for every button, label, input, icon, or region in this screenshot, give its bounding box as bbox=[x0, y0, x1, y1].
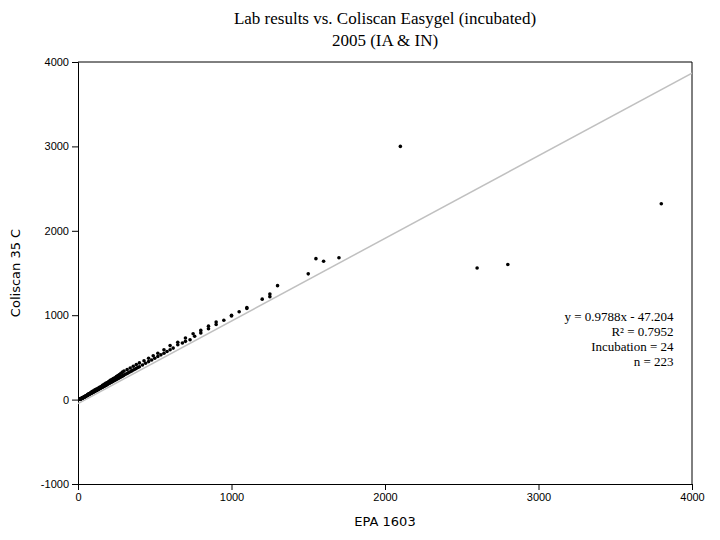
point bbox=[138, 361, 142, 365]
point bbox=[337, 256, 341, 260]
point bbox=[276, 284, 280, 288]
annotation-line: y = 0.9788x - 47.204 bbox=[564, 309, 674, 324]
annotation: y = 0.9788x - 47.204R² = 0.7952Incubatio… bbox=[564, 309, 674, 369]
point bbox=[237, 310, 241, 314]
tick-mark bbox=[72, 400, 78, 401]
tick-mark bbox=[72, 231, 78, 232]
point bbox=[188, 338, 192, 342]
y-axis: -1000 0 1000 2000 3000 4000 bbox=[41, 56, 79, 490]
tick-label: 4000 bbox=[680, 491, 704, 503]
point bbox=[475, 266, 479, 270]
tick: 1000 bbox=[220, 484, 244, 503]
point bbox=[191, 332, 195, 336]
point bbox=[506, 263, 510, 267]
point bbox=[314, 257, 318, 261]
tick-label: 3000 bbox=[527, 491, 551, 503]
point bbox=[168, 344, 172, 348]
reference-line bbox=[78, 73, 692, 403]
tick-label: -1000 bbox=[41, 478, 69, 490]
point bbox=[162, 351, 166, 355]
point bbox=[151, 354, 155, 358]
tick-label: 0 bbox=[75, 491, 81, 503]
point bbox=[122, 369, 126, 373]
y-axis-title: Coliscan 35 C bbox=[8, 229, 23, 317]
tick: 1000 bbox=[45, 309, 78, 321]
marks bbox=[78, 73, 692, 403]
point bbox=[260, 297, 264, 301]
point bbox=[165, 350, 169, 354]
title: Lab results vs. Coliscan Easygel (incuba… bbox=[234, 9, 536, 28]
point bbox=[214, 320, 218, 324]
point bbox=[131, 364, 135, 368]
point bbox=[156, 351, 160, 355]
point bbox=[142, 359, 146, 363]
point bbox=[322, 259, 326, 263]
chart: 0 1000 2000 3000 4000 -1000 0 1000 2000 3000 4000 L… bbox=[0, 0, 720, 540]
tick: 4000 bbox=[45, 56, 78, 68]
plot: 0 1000 2000 3000 4000 -1000 0 1000 2000 3000 4000 bbox=[41, 56, 705, 503]
point bbox=[147, 360, 151, 364]
tick: 4000 bbox=[680, 484, 704, 503]
annotation-line: Incubation = 24 bbox=[591, 339, 674, 354]
point bbox=[138, 365, 142, 369]
axis-line bbox=[72, 63, 79, 485]
tick: 0 bbox=[75, 484, 81, 503]
point bbox=[147, 356, 151, 360]
point bbox=[141, 363, 145, 367]
axis-line bbox=[79, 485, 693, 491]
tick-label: 2000 bbox=[45, 225, 69, 237]
tick-label: 0 bbox=[63, 394, 69, 406]
tick-mark bbox=[72, 484, 78, 485]
point bbox=[156, 355, 160, 359]
point bbox=[660, 202, 664, 206]
point bbox=[184, 340, 188, 344]
point bbox=[159, 353, 163, 357]
point bbox=[399, 145, 403, 149]
annotation-line: R² = 0.7952 bbox=[611, 324, 673, 339]
tick-mark bbox=[72, 62, 78, 63]
point bbox=[245, 307, 249, 311]
point bbox=[245, 306, 249, 310]
point bbox=[168, 348, 172, 352]
tick-label: 3000 bbox=[45, 140, 69, 152]
subtitle: 2005 (IA & IN) bbox=[332, 31, 438, 50]
point bbox=[230, 313, 234, 317]
tick-mark bbox=[72, 146, 78, 147]
tick-label: 1000 bbox=[220, 491, 244, 503]
point bbox=[181, 341, 185, 345]
point bbox=[162, 348, 166, 352]
point bbox=[135, 363, 139, 367]
point bbox=[222, 318, 226, 322]
tick: 2000 bbox=[373, 484, 397, 503]
tick-label: 4000 bbox=[45, 56, 69, 68]
tick-mark bbox=[72, 315, 78, 316]
point bbox=[268, 295, 272, 299]
point bbox=[176, 340, 180, 344]
point bbox=[125, 368, 129, 372]
tick: 3000 bbox=[45, 140, 78, 152]
point bbox=[306, 272, 310, 276]
tick-mark bbox=[692, 484, 693, 490]
x-axis-title: EPA 1603 bbox=[354, 514, 415, 529]
point bbox=[207, 324, 211, 328]
tick: -1000 bbox=[41, 478, 78, 490]
x-axis: 0 1000 2000 3000 4000 bbox=[75, 484, 704, 503]
annotation-line: n = 223 bbox=[634, 354, 674, 369]
tick-mark bbox=[385, 484, 386, 490]
point bbox=[184, 336, 188, 340]
point bbox=[150, 358, 154, 362]
tick: 0 bbox=[63, 394, 78, 406]
frame bbox=[78, 62, 692, 63]
tick: 3000 bbox=[527, 484, 551, 503]
point bbox=[230, 314, 234, 318]
tick-label: 1000 bbox=[45, 309, 69, 321]
frame bbox=[692, 62, 693, 484]
tick: 2000 bbox=[45, 225, 78, 237]
tick-mark bbox=[232, 484, 233, 490]
tick-label: 2000 bbox=[373, 491, 397, 503]
point bbox=[171, 346, 175, 350]
point bbox=[128, 366, 132, 370]
tick-mark bbox=[539, 484, 540, 490]
point bbox=[199, 329, 203, 333]
